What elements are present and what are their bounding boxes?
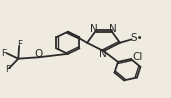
Text: N: N <box>99 49 107 59</box>
Text: O: O <box>34 49 43 59</box>
Text: Cl: Cl <box>133 52 143 62</box>
Text: S•: S• <box>130 33 143 43</box>
Text: F: F <box>17 40 23 49</box>
Text: N: N <box>109 24 117 34</box>
Text: F: F <box>5 65 10 74</box>
Text: F: F <box>1 49 6 58</box>
Text: N: N <box>90 24 98 34</box>
